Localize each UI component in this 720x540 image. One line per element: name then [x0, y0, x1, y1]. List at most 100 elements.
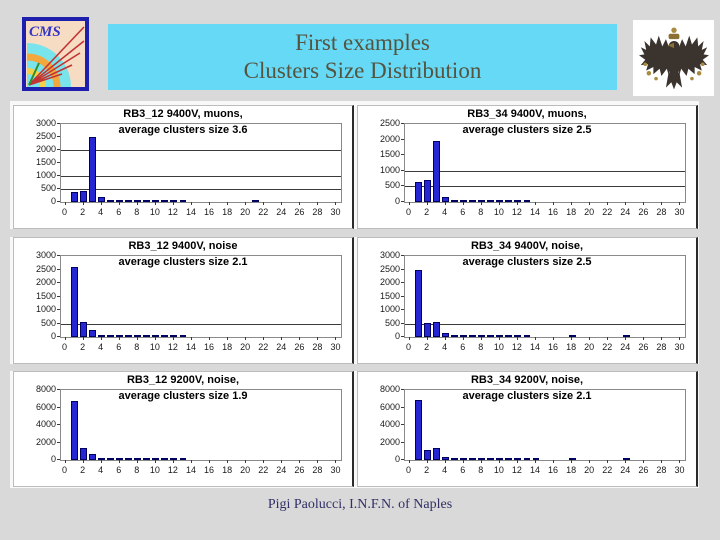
x-axis-tick-mark	[661, 337, 663, 340]
y-axis-tick-mark	[57, 149, 60, 150]
x-axis-tick-label: 26	[294, 342, 305, 352]
histogram-bar	[170, 458, 178, 460]
x-axis-tick-mark	[136, 337, 138, 340]
chart-title-line2: average clusters size 2.1	[457, 390, 597, 402]
histogram-bar	[487, 200, 495, 202]
y-axis-tick-label: 1000	[379, 164, 400, 175]
y-axis-tick-label: 2000	[379, 436, 400, 447]
x-axis-tick-mark	[480, 460, 482, 463]
x-axis-tick-label: 24	[620, 465, 631, 475]
x-axis-tick-label: 24	[276, 342, 287, 352]
x-axis-tick-label: 6	[460, 342, 466, 352]
x-axis-tick-mark	[589, 202, 591, 205]
plot-area	[404, 123, 686, 203]
histogram-bar	[71, 401, 78, 460]
x-axis-tick-mark	[625, 460, 627, 463]
y-axis-tick-mark	[57, 336, 60, 337]
y-axis-tick-label: 2500	[379, 118, 400, 128]
histogram-bar	[161, 458, 169, 460]
x-axis-tick-label: 22	[602, 207, 613, 217]
y-axis-tick-label: 0	[394, 454, 400, 464]
x-axis-tick-mark	[64, 460, 66, 463]
y-axis-tick-mark	[57, 268, 60, 270]
y-axis-tick-mark	[401, 322, 404, 324]
y-axis-tick-mark	[401, 424, 404, 425]
y-axis-tick-label: 2500	[379, 263, 400, 274]
x-axis-tick-mark	[335, 202, 337, 205]
histogram-bar	[98, 335, 106, 337]
histogram-bar	[622, 335, 630, 337]
x-axis-tick-label: 10	[149, 342, 160, 352]
histogram-bar	[469, 458, 477, 460]
x-axis-tick-mark	[317, 337, 319, 340]
chart-title-line1: RB3_34 9400V, noise,	[470, 240, 584, 252]
histogram-bar	[451, 200, 459, 202]
x-axis-tick-mark	[263, 202, 265, 205]
histogram-bar	[125, 457, 133, 460]
histogram-bar	[179, 200, 187, 202]
x-axis-tick-mark	[480, 337, 482, 340]
x-axis-tick-label: 10	[149, 465, 160, 475]
x-axis-tick-label: 6	[116, 207, 122, 217]
x-axis-tick-mark	[553, 337, 555, 340]
chart-title-line2: average clusters size 2.1	[113, 256, 253, 268]
histogram-bar	[98, 458, 106, 460]
x-axis-tick-mark	[589, 337, 591, 340]
x-axis-tick-mark	[625, 337, 627, 340]
histogram-bar	[116, 335, 124, 337]
y-axis-tick-mark	[401, 268, 404, 270]
x-axis-tick-label: 4	[442, 342, 448, 352]
x-axis-tick-label: 18	[222, 207, 233, 217]
x-axis-tick-label: 26	[638, 342, 649, 352]
histogram-bar	[496, 335, 504, 337]
x-axis-tick-label: 18	[222, 465, 233, 475]
y-axis-tick-label: 2000	[379, 133, 400, 144]
histogram-bar	[505, 458, 513, 460]
x-axis-tick-label: 10	[493, 342, 504, 352]
x-axis-tick-mark	[227, 460, 229, 463]
x-axis-tick-mark	[335, 337, 337, 340]
histogram-bar	[496, 458, 504, 460]
x-axis-tick-mark	[534, 460, 536, 463]
y-axis-tick-mark	[401, 138, 404, 140]
histogram-bar	[125, 200, 133, 202]
x-axis-tick-label: 6	[116, 342, 122, 352]
y-axis-tick-label: 1000	[35, 170, 56, 180]
x-axis-tick-mark	[498, 460, 500, 463]
histogram-bar	[523, 458, 531, 460]
x-axis-tick-mark	[227, 337, 229, 340]
x-axis-tick-label: 6	[116, 465, 122, 475]
x-axis-tick-mark	[607, 202, 609, 205]
histogram-bar	[179, 458, 187, 460]
x-axis-tick-label: 12	[167, 465, 178, 475]
y-axis-tick-mark	[57, 188, 60, 189]
y-axis-tick-label: 6000	[35, 401, 56, 412]
histogram-bar	[107, 458, 115, 460]
y-axis-tick-label: 0	[50, 331, 56, 341]
y-axis-tick-label: 1500	[35, 157, 56, 167]
y-axis-tick-label: 3000	[379, 250, 400, 260]
chart-panel-rb3-12-9400v-muons: RB3_12 9400V, muons, average clusters siz…	[13, 105, 354, 229]
y-axis-tick-label: 1500	[35, 290, 56, 301]
y-axis-tick-mark	[57, 123, 60, 124]
histogram-bar	[80, 190, 87, 202]
chart-title-line1: RB3_12 9400V, muons,	[123, 108, 243, 120]
histogram-bar	[442, 332, 450, 337]
x-axis-tick-label: 14	[529, 207, 540, 217]
x-axis-tick-mark	[190, 337, 192, 340]
histogram-bar	[523, 200, 531, 202]
x-axis-tick-label: 14	[185, 465, 196, 475]
x-axis-tick-mark	[136, 460, 138, 463]
y-axis-tick-mark	[57, 175, 60, 176]
x-axis-tick-mark	[444, 337, 446, 340]
y-axis-tick-mark	[57, 441, 60, 443]
x-axis-tick-label: 24	[276, 465, 287, 475]
x-axis-tick-label: 2	[424, 465, 430, 475]
x-axis-tick-mark	[462, 202, 464, 205]
x-axis-tick-label: 0	[62, 342, 68, 352]
histogram-bar	[514, 200, 522, 202]
histogram-bar	[98, 196, 106, 202]
histogram-bar	[89, 137, 97, 202]
y-axis-tick-mark	[401, 123, 404, 124]
x-axis-tick-mark	[516, 202, 518, 205]
